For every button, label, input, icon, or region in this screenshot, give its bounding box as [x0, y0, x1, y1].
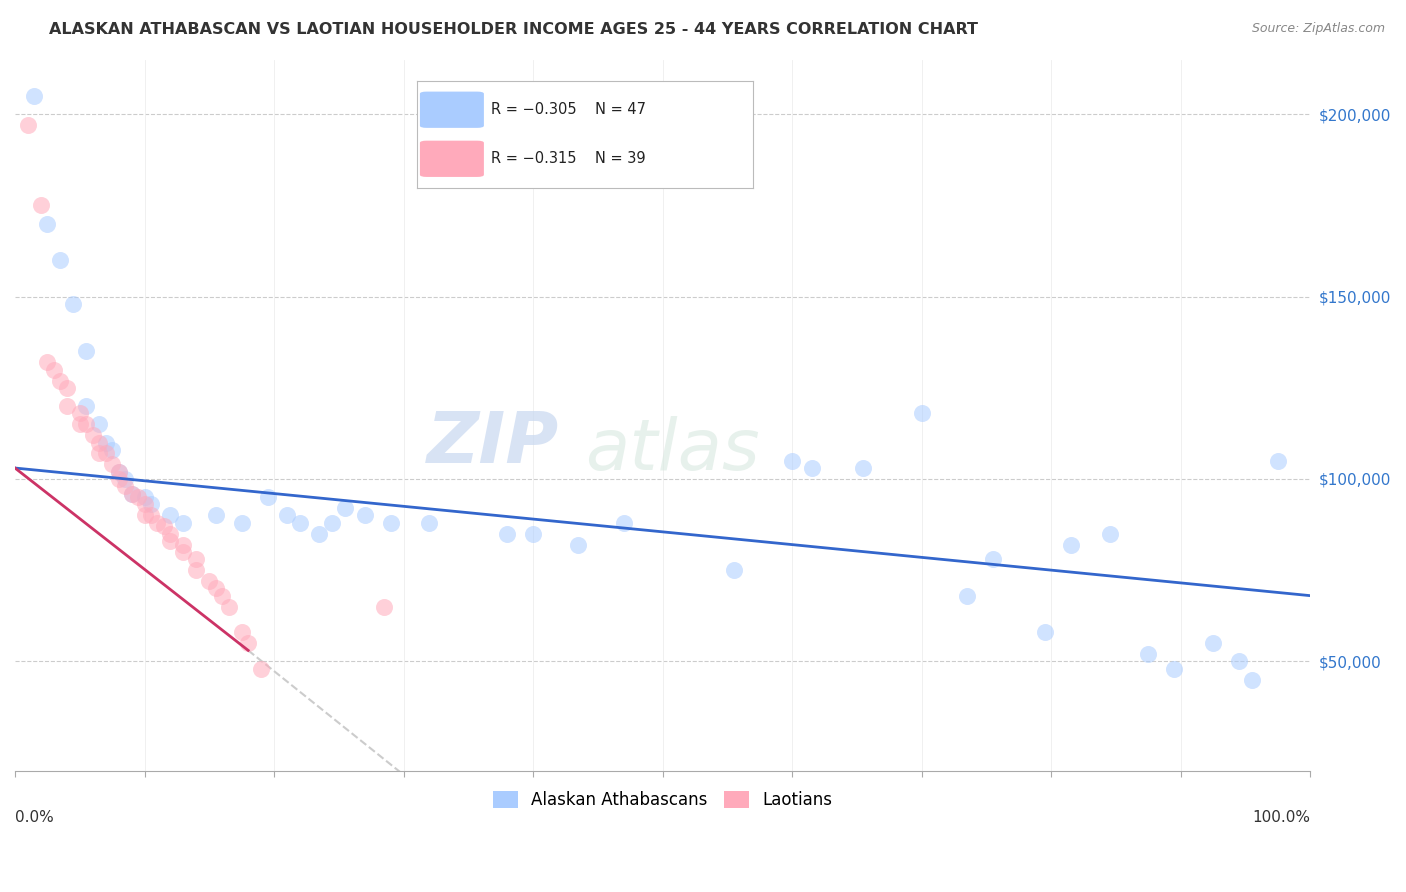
Point: [256, 490, 278, 504]
Point: [107, 465, 129, 479]
Point: [321, 516, 343, 530]
Point: [17, 118, 39, 132]
Point: [1202, 636, 1225, 650]
Point: [186, 563, 208, 577]
Point: [418, 516, 440, 530]
Point: [1137, 647, 1160, 661]
Point: [127, 490, 149, 504]
Point: [159, 526, 181, 541]
Point: [101, 458, 124, 472]
Point: [1163, 662, 1185, 676]
Point: [134, 498, 156, 512]
Point: [107, 465, 129, 479]
Point: [121, 486, 143, 500]
Point: [956, 589, 979, 603]
Point: [49, 253, 72, 268]
Point: [204, 582, 226, 596]
Point: [146, 516, 169, 530]
Point: [567, 538, 589, 552]
Point: [380, 516, 402, 530]
Point: [231, 516, 253, 530]
Point: [107, 472, 129, 486]
Point: [522, 526, 544, 541]
Point: [30, 198, 52, 212]
Point: [780, 454, 803, 468]
Point: [981, 552, 1004, 566]
Point: [1059, 538, 1081, 552]
Point: [89, 435, 111, 450]
Point: [134, 508, 156, 523]
Point: [114, 472, 136, 486]
Point: [204, 508, 226, 523]
Point: [153, 519, 176, 533]
Point: [94, 446, 117, 460]
Point: [852, 461, 875, 475]
Point: [75, 399, 97, 413]
Point: [89, 446, 111, 460]
Point: [1227, 654, 1250, 668]
Point: [22, 89, 45, 103]
Point: [911, 406, 934, 420]
Point: [121, 486, 143, 500]
Point: [172, 538, 194, 552]
Point: [1267, 454, 1289, 468]
Point: [37, 355, 59, 369]
Legend: Alaskan Athabascans, Laotians: Alaskan Athabascans, Laotians: [486, 784, 839, 815]
Point: [218, 599, 240, 614]
Point: [172, 545, 194, 559]
Point: [250, 662, 273, 676]
Point: [800, 461, 823, 475]
Point: [69, 417, 91, 432]
Point: [82, 428, 104, 442]
Text: Source: ZipAtlas.com: Source: ZipAtlas.com: [1251, 22, 1385, 36]
Point: [159, 533, 181, 548]
Point: [139, 508, 162, 523]
Point: [276, 508, 298, 523]
Text: atlas: atlas: [585, 417, 759, 485]
Point: [288, 516, 311, 530]
Point: [69, 406, 91, 420]
Point: [496, 526, 519, 541]
Point: [159, 508, 181, 523]
Point: [42, 362, 65, 376]
Point: [1240, 673, 1263, 687]
Point: [94, 435, 117, 450]
Point: [723, 563, 745, 577]
Point: [172, 516, 194, 530]
Point: [335, 501, 357, 516]
Point: [186, 552, 208, 566]
Point: [62, 297, 84, 311]
Point: [1033, 625, 1056, 640]
Point: [231, 625, 253, 640]
Point: [75, 417, 97, 432]
Point: [89, 417, 111, 432]
Point: [139, 498, 162, 512]
Point: [101, 442, 124, 457]
Point: [1098, 526, 1121, 541]
Text: ALASKAN ATHABASCAN VS LAOTIAN HOUSEHOLDER INCOME AGES 25 - 44 YEARS CORRELATION : ALASKAN ATHABASCAN VS LAOTIAN HOUSEHOLDE…: [49, 22, 979, 37]
Text: 0.0%: 0.0%: [15, 810, 53, 825]
Point: [56, 399, 79, 413]
Text: ZIP: ZIP: [427, 409, 560, 478]
Point: [114, 479, 136, 493]
Point: [373, 599, 395, 614]
Point: [353, 508, 375, 523]
Point: [75, 344, 97, 359]
Point: [56, 381, 79, 395]
Point: [49, 374, 72, 388]
Point: [37, 217, 59, 231]
Point: [613, 516, 636, 530]
Point: [308, 526, 330, 541]
Point: [236, 636, 259, 650]
Text: 100.0%: 100.0%: [1253, 810, 1310, 825]
Point: [134, 490, 156, 504]
Point: [198, 574, 221, 588]
Point: [211, 589, 233, 603]
